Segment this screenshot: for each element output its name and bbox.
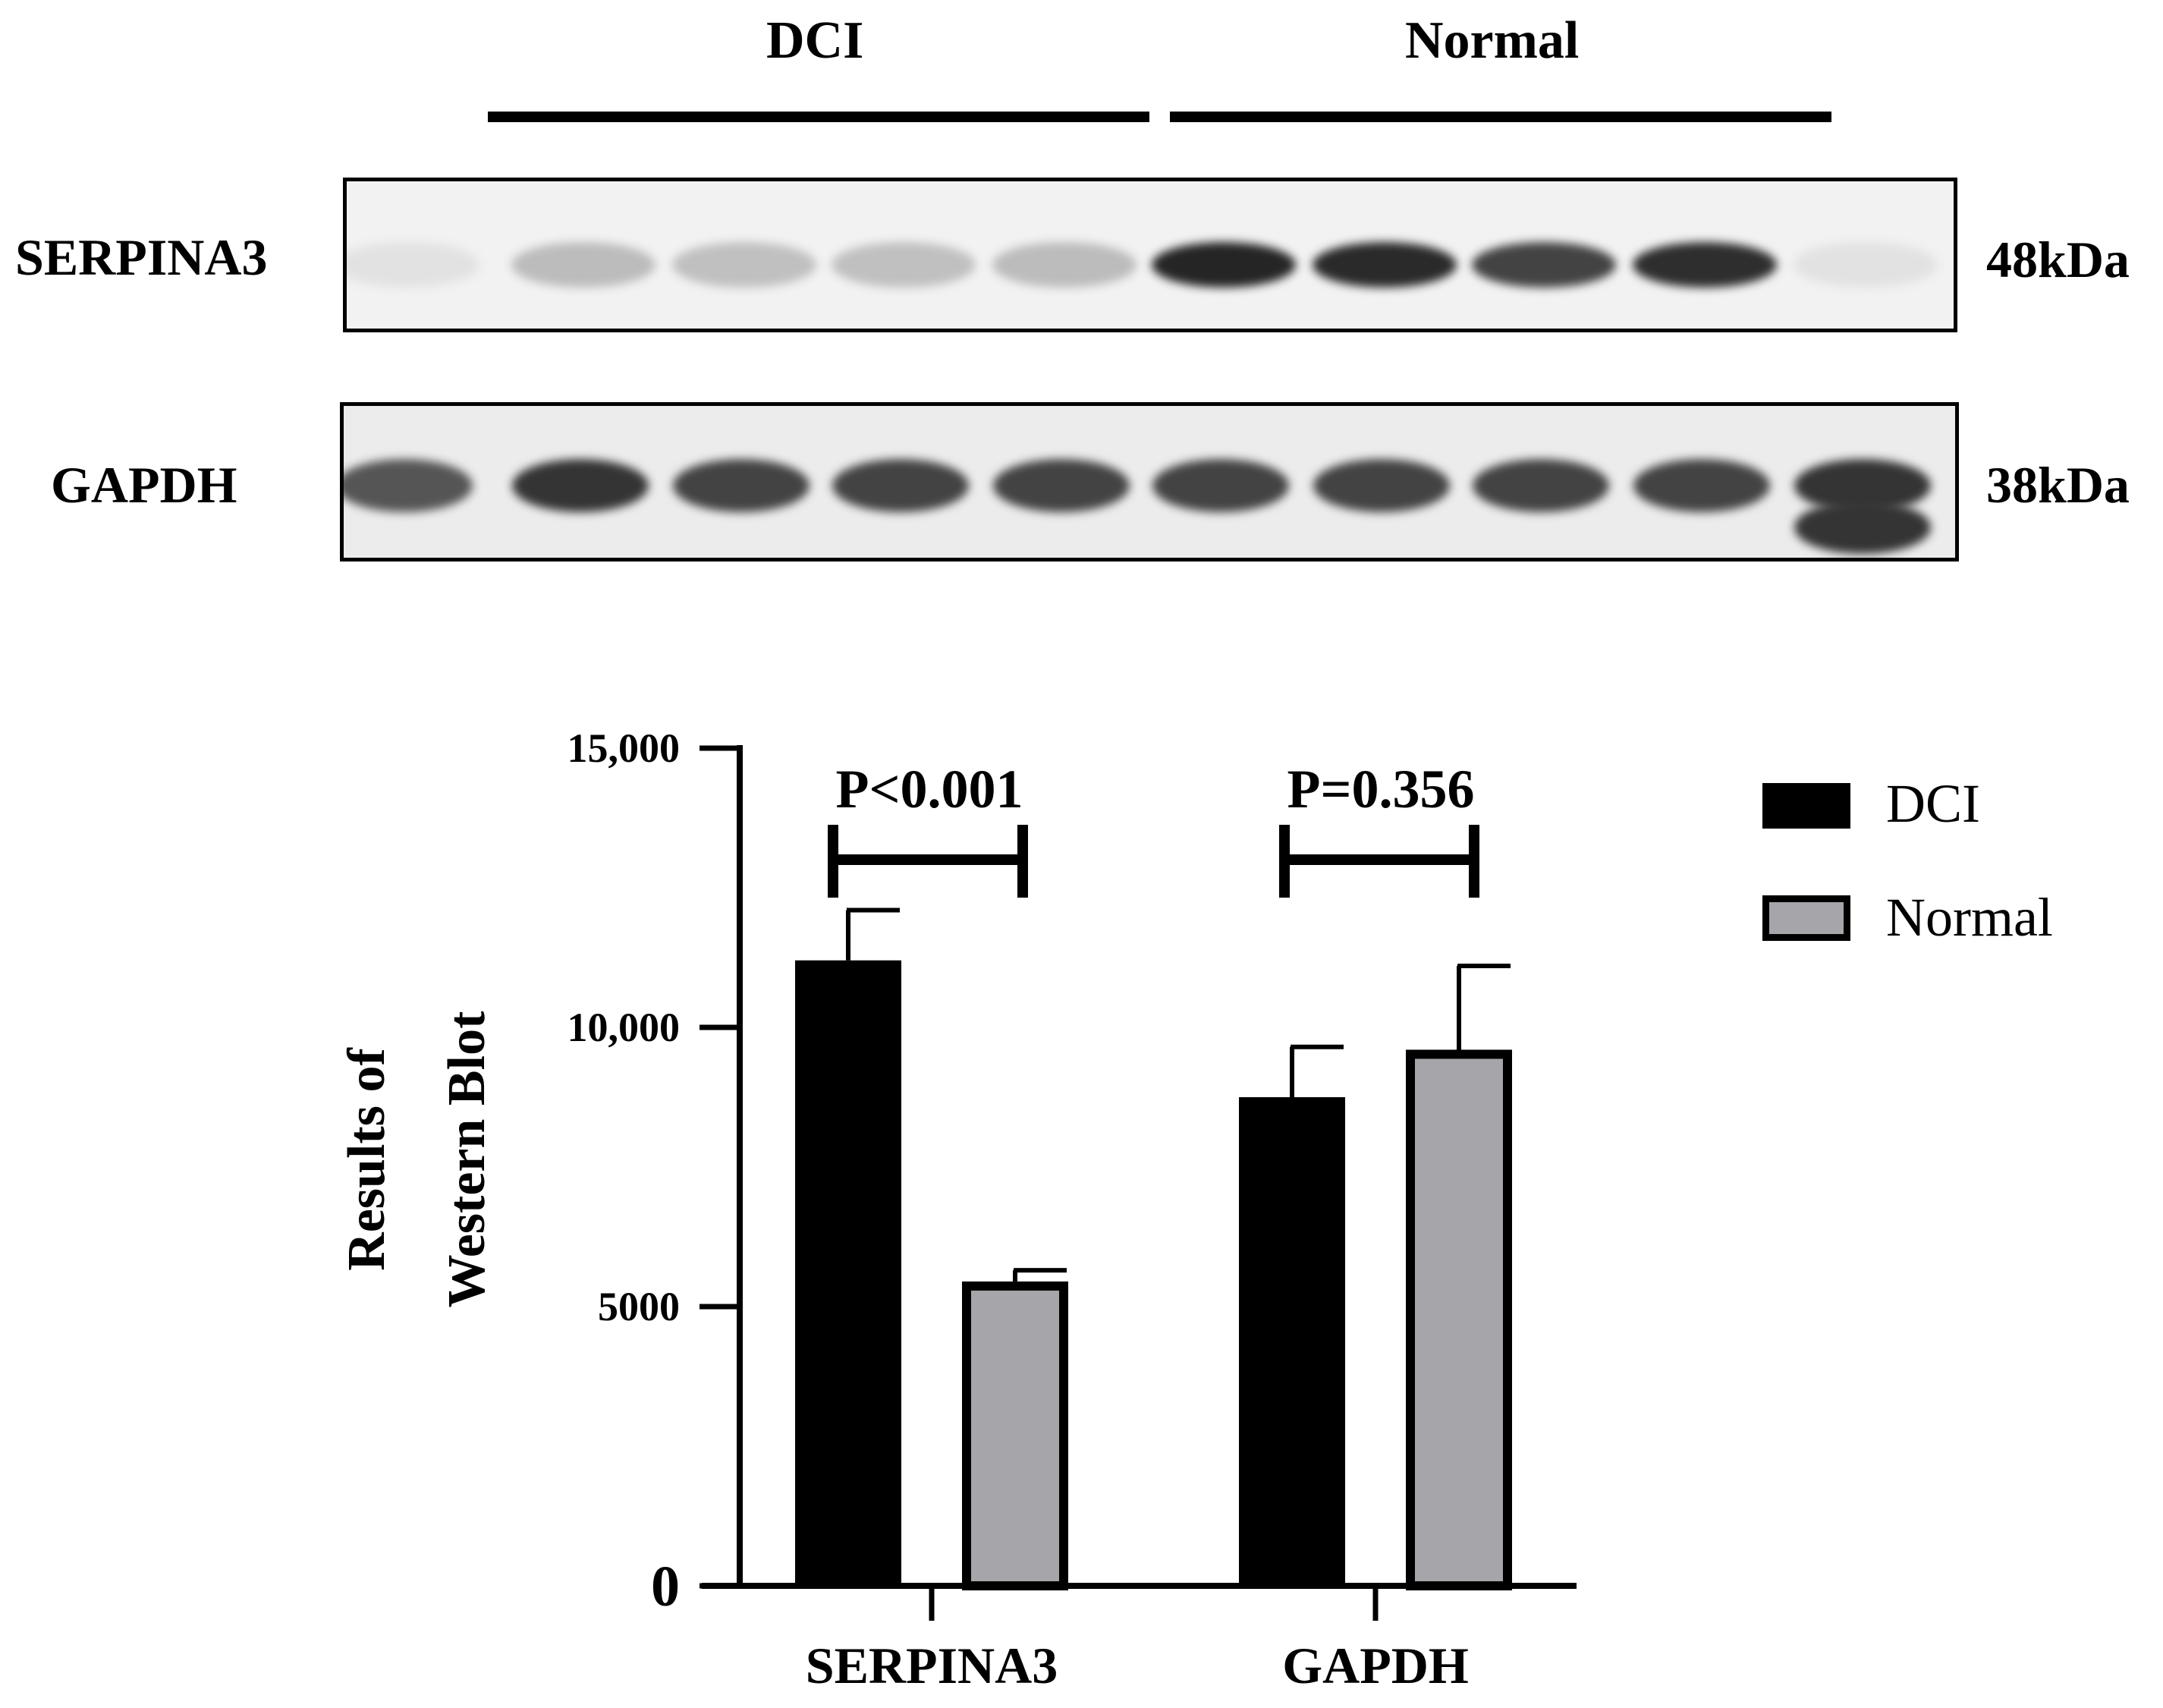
bar-normal-serpina3 [962, 1281, 1068, 1590]
serpina3-band [992, 242, 1137, 288]
group-label-dci: DCI [766, 11, 864, 70]
gapdh-band [1313, 459, 1450, 512]
legend-swatch-dci [1762, 783, 1850, 829]
gapdh-band [993, 459, 1130, 512]
y-tick-label: 15,000 [567, 725, 681, 771]
chart-labels: 0 5000 10,000 15,000 SERPINA3 GAPDH Results of… [338, 725, 1469, 1694]
group-bar-normal [1170, 112, 1831, 122]
serpina3-band [1152, 242, 1296, 288]
blot-label-serpina3: SERPINA3 [15, 228, 268, 286]
blot-size-gapdh: 38kDa [1986, 456, 2130, 514]
bar-normal-gapdh [1406, 1049, 1512, 1590]
p-value-label: P=0.356 [1287, 759, 1474, 819]
chart-error-bars [846, 907, 1511, 1282]
blot-label-gapdh: GAPDH [51, 456, 237, 514]
gapdh-band [1794, 501, 1931, 554]
serpina3-band [1472, 242, 1616, 288]
chart-annotations: P<0.001 P=0.356 [828, 759, 1479, 898]
y-axis-label: Results of [338, 1048, 396, 1271]
serpina3-band [1313, 242, 1457, 288]
legend-swatch-normal [1762, 895, 1850, 941]
y-axis-label: Western Blot [438, 1011, 496, 1308]
blot-gapdh [340, 402, 1959, 561]
bar-dci-serpina3 [795, 960, 901, 1586]
gapdh-band [512, 459, 649, 512]
bar-dci-gapdh [1239, 1097, 1345, 1586]
y-tick-label: 0 [651, 1555, 680, 1618]
serpina3-band [1794, 242, 1938, 288]
gapdh-band [1473, 459, 1609, 512]
legend-label-dci: DCI [1886, 773, 1980, 834]
p-value-label: P<0.001 [835, 759, 1023, 819]
gapdh-band [1633, 459, 1770, 512]
gapdh-band [673, 459, 810, 512]
x-tick-label: GAPDH [1282, 1637, 1469, 1694]
legend-label-normal: Normal [1886, 887, 2053, 948]
serpina3-band [832, 242, 976, 288]
serpina3-band [1633, 242, 1777, 288]
blot-serpina3 [343, 178, 1957, 332]
gapdh-band [832, 459, 969, 512]
serpina3-band [511, 242, 656, 288]
gapdh-band [1152, 459, 1289, 512]
chart-bars [795, 960, 1512, 1590]
y-tick-label: 10,000 [567, 1005, 681, 1050]
serpina3-band [347, 242, 479, 288]
gapdh-band [344, 459, 473, 512]
x-tick-label: SERPINA3 [806, 1637, 1058, 1694]
y-tick-label: 5000 [598, 1284, 680, 1329]
blot-size-serpina3: 48kDa [1986, 231, 2130, 288]
serpina3-band [672, 242, 816, 288]
group-label-normal: Normal [1405, 11, 1580, 70]
group-bar-dci [488, 112, 1149, 122]
